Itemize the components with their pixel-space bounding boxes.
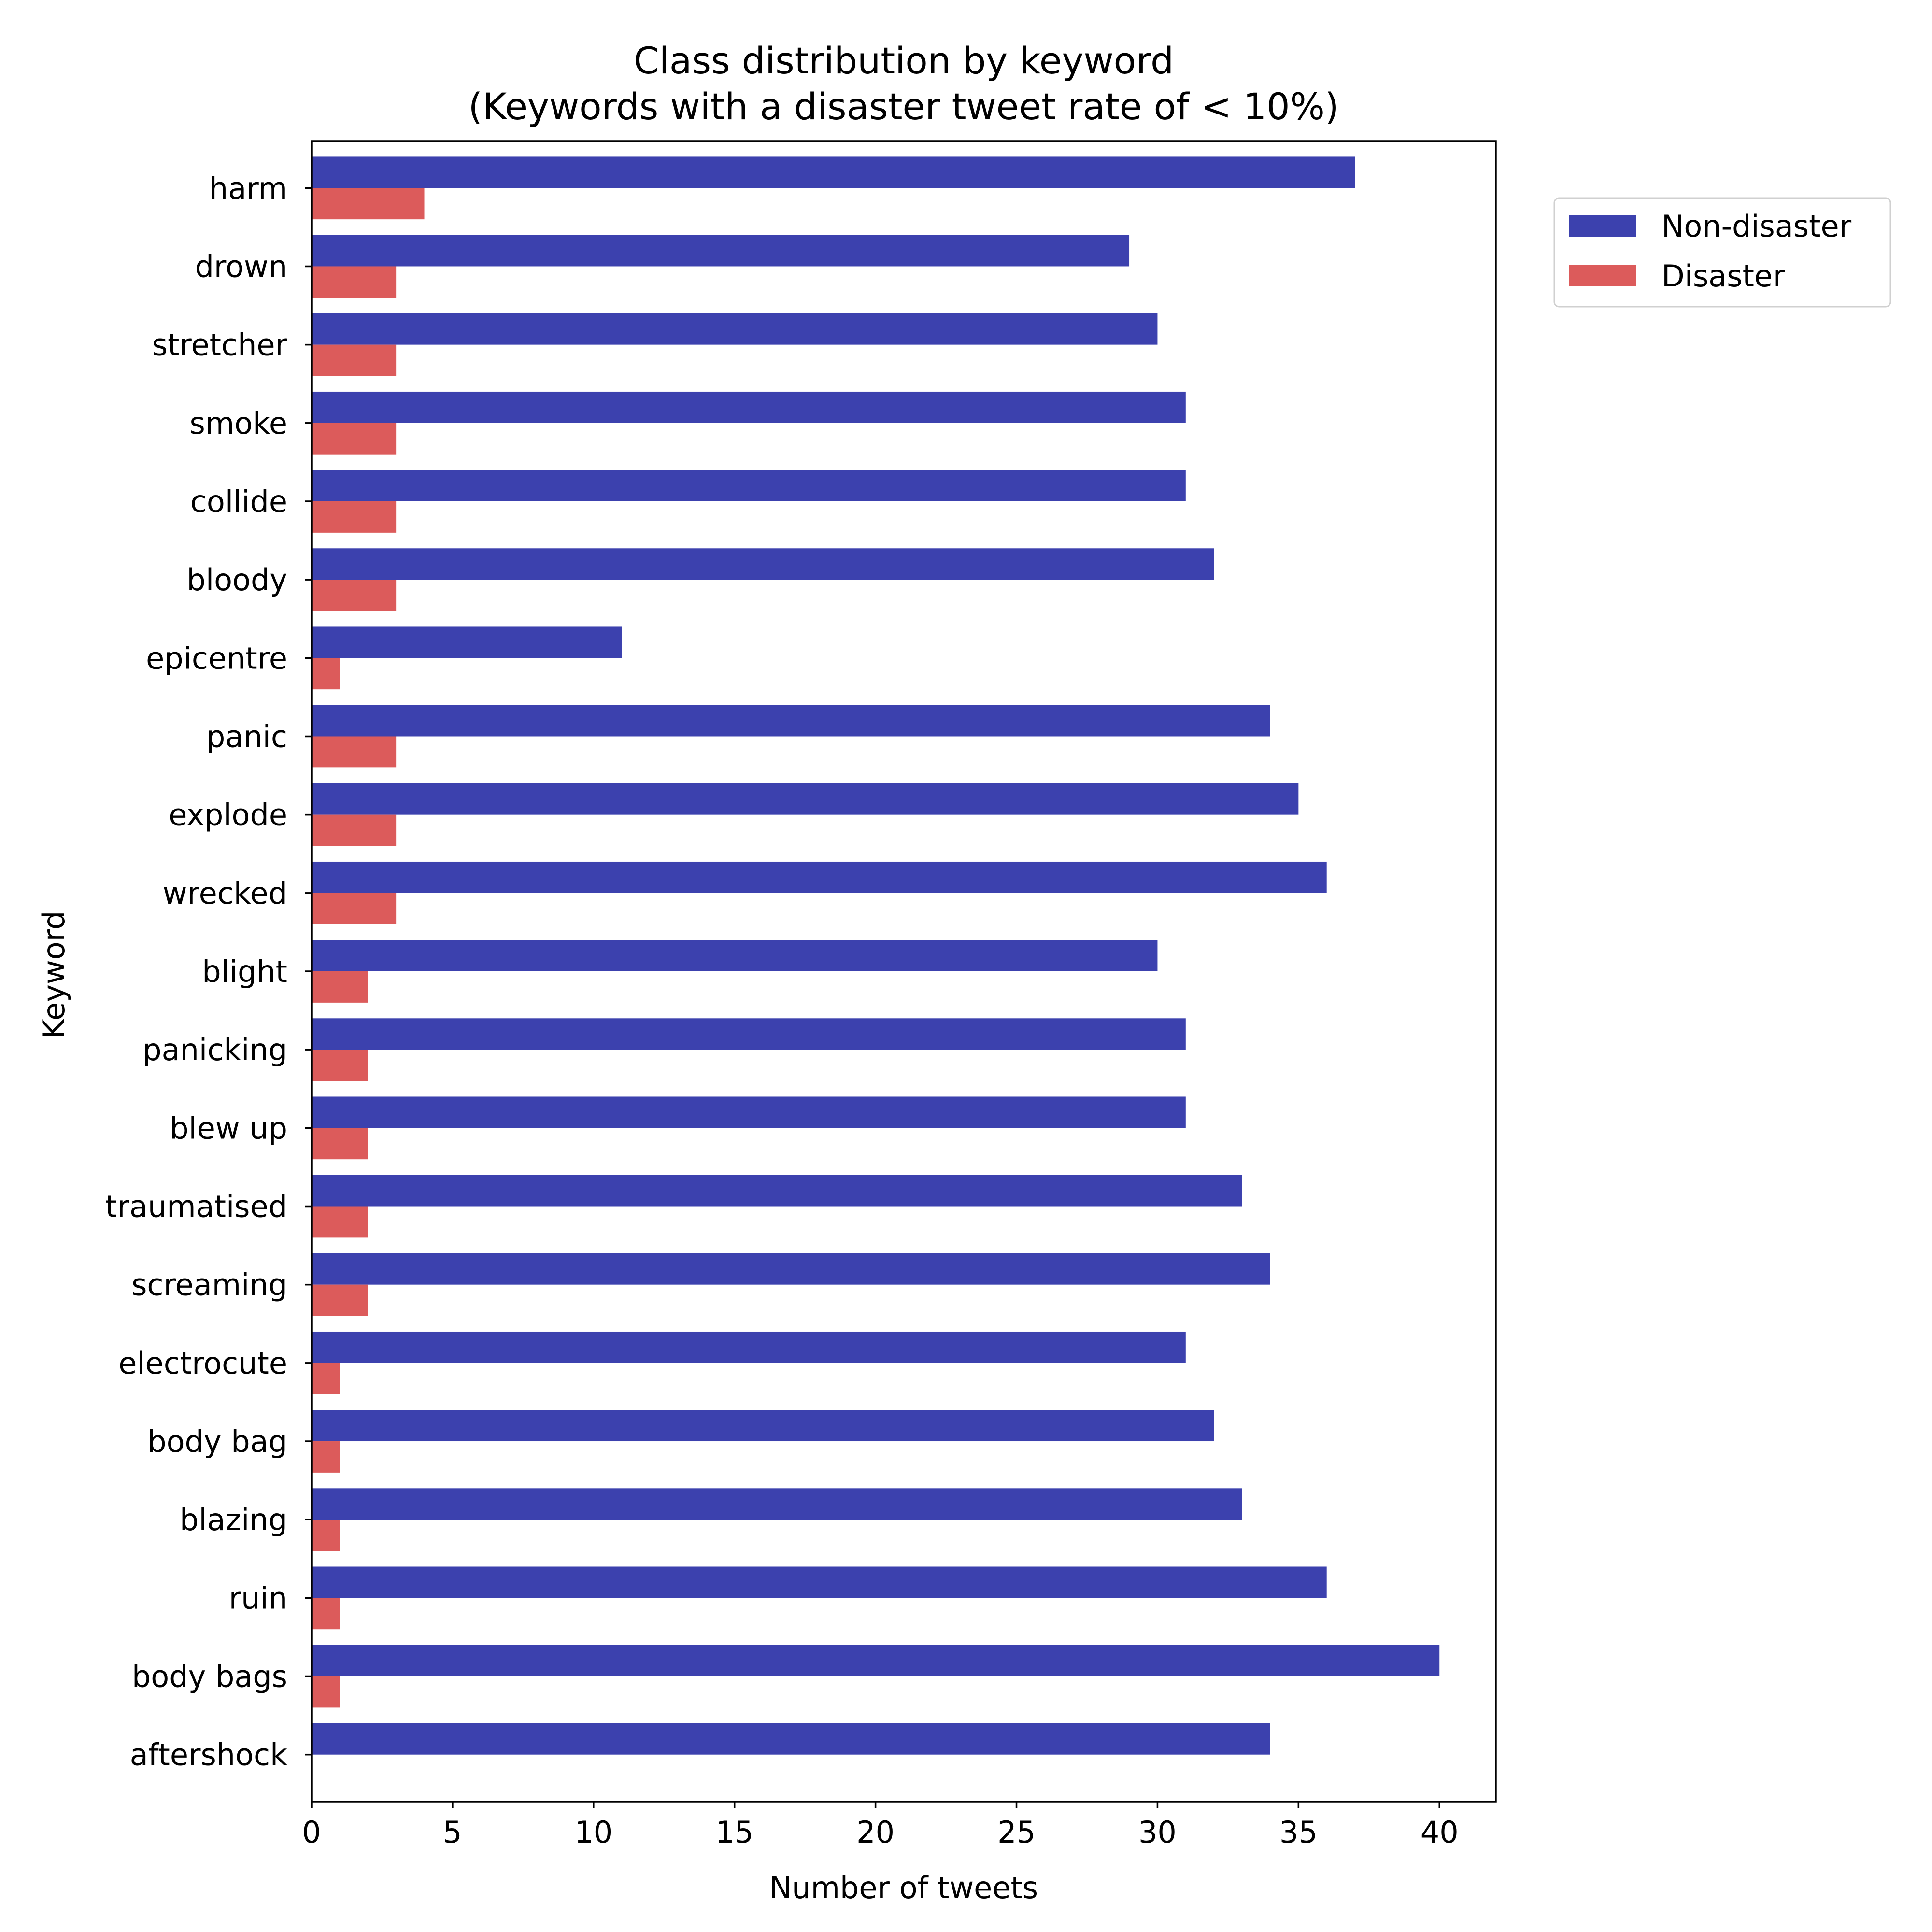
bar-non-disaster-bloody xyxy=(312,548,1214,580)
y-tick-label: ruin xyxy=(229,1580,287,1616)
x-tick-label: 30 xyxy=(1138,1815,1177,1850)
y-tick-label: collide xyxy=(190,484,287,519)
bar-non-disaster-panicking xyxy=(312,1018,1186,1050)
bar-disaster-drown xyxy=(312,266,397,298)
legend-label-non-disaster: Non-disaster xyxy=(1662,209,1852,244)
y-tick-label: electrocute xyxy=(118,1346,287,1381)
y-tick-label: harm xyxy=(209,170,287,206)
bar-non-disaster-collide xyxy=(312,470,1186,501)
y-tick-label: panicking xyxy=(142,1032,287,1067)
bar-disaster-traumatised xyxy=(312,1206,368,1238)
x-tick-label: 25 xyxy=(997,1815,1036,1850)
chart-subtitle: (Keywords with a disaster tweet rate of … xyxy=(469,85,1339,128)
bar-disaster-harm xyxy=(312,188,425,220)
legend-label-disaster: Disaster xyxy=(1662,258,1785,294)
x-tick-label: 35 xyxy=(1279,1815,1318,1850)
y-tick-label: screaming xyxy=(131,1267,287,1303)
bar-disaster-body-bag xyxy=(312,1441,340,1473)
y-tick-label: blew up xyxy=(170,1110,287,1146)
y-axis-label: Keyword xyxy=(36,911,71,1039)
bar-disaster-wrecked xyxy=(312,893,397,924)
legend-swatch-non-disaster xyxy=(1569,215,1636,237)
y-tick-label: traumatised xyxy=(105,1189,287,1224)
bar-non-disaster-drown xyxy=(312,235,1130,267)
bar-non-disaster-electrocute xyxy=(312,1331,1186,1363)
x-tick-label: 5 xyxy=(443,1815,462,1850)
plot-area: harm drown stretcher smoke collide bloody epic… xyxy=(105,140,1497,1850)
y-tick-label: stretcher xyxy=(152,327,288,363)
bar-non-disaster-panic xyxy=(312,705,1270,737)
x-tick-label: 15 xyxy=(715,1815,753,1850)
y-tick-label: explode xyxy=(169,797,287,833)
bar-disaster-panicking xyxy=(312,1050,368,1081)
bar-non-disaster-epicentre xyxy=(312,626,622,658)
x-tick-label: 10 xyxy=(574,1815,612,1850)
y-tick-label: body bag xyxy=(147,1424,287,1459)
x-tick-label: 40 xyxy=(1421,1815,1459,1850)
bar-non-disaster-body-bag xyxy=(312,1410,1214,1442)
bar-disaster-blew-up xyxy=(312,1128,368,1160)
bar-non-disaster-aftershock xyxy=(312,1723,1270,1755)
x-tick-label: 20 xyxy=(856,1815,895,1850)
bar-non-disaster-blazing xyxy=(312,1488,1242,1520)
bar-disaster-body-bags xyxy=(312,1676,340,1708)
bar-non-disaster-blight xyxy=(312,940,1158,971)
bar-disaster-panic xyxy=(312,736,397,768)
bar-non-disaster-wrecked xyxy=(312,861,1327,893)
y-tick-label: body bags xyxy=(132,1659,287,1694)
bar-non-disaster-screaming xyxy=(312,1253,1270,1285)
bar-disaster-screaming xyxy=(312,1284,368,1316)
bar-non-disaster-traumatised xyxy=(312,1175,1242,1207)
bar-non-disaster-blew-up xyxy=(312,1096,1186,1128)
bar-disaster-epicentre xyxy=(312,658,340,690)
y-tick-label: blazing xyxy=(180,1502,287,1537)
y-tick-label: wrecked xyxy=(163,876,287,911)
bar-disaster-collide xyxy=(312,501,397,533)
bar-non-disaster-body-bags xyxy=(312,1645,1440,1676)
x-axis-label: Number of tweets xyxy=(769,1870,1038,1905)
y-tick-label: blight xyxy=(202,954,287,989)
y-tick-label: bloody xyxy=(187,562,288,597)
bar-disaster-explode xyxy=(312,814,397,846)
y-tick-label: smoke xyxy=(190,406,287,441)
legend-swatch-disaster xyxy=(1569,265,1636,286)
bar-disaster-blight xyxy=(312,971,368,1003)
bar-disaster-bloody xyxy=(312,580,397,611)
bar-disaster-smoke xyxy=(312,423,397,455)
bar-non-disaster-explode xyxy=(312,783,1299,815)
bar-disaster-stretcher xyxy=(312,344,397,376)
bar-disaster-blazing xyxy=(312,1520,340,1551)
y-tick-label: epicentre xyxy=(146,640,287,676)
bar-non-disaster-ruin xyxy=(312,1566,1327,1598)
legend-box xyxy=(1553,197,1891,308)
bar-non-disaster-harm xyxy=(312,156,1355,188)
bar-non-disaster-smoke xyxy=(312,391,1186,423)
y-tick-label: drown xyxy=(195,249,287,284)
bar-disaster-electrocute xyxy=(312,1363,340,1394)
legend: Non-disaster Disaster xyxy=(1553,197,1891,308)
x-tick-label: 0 xyxy=(302,1815,321,1850)
y-tick-label: aftershock xyxy=(130,1737,287,1773)
bar-non-disaster-stretcher xyxy=(312,313,1158,345)
chart-title: Class distribution by keyword xyxy=(634,39,1174,82)
bar-disaster-ruin xyxy=(312,1598,340,1630)
y-tick-label: panic xyxy=(206,719,287,754)
